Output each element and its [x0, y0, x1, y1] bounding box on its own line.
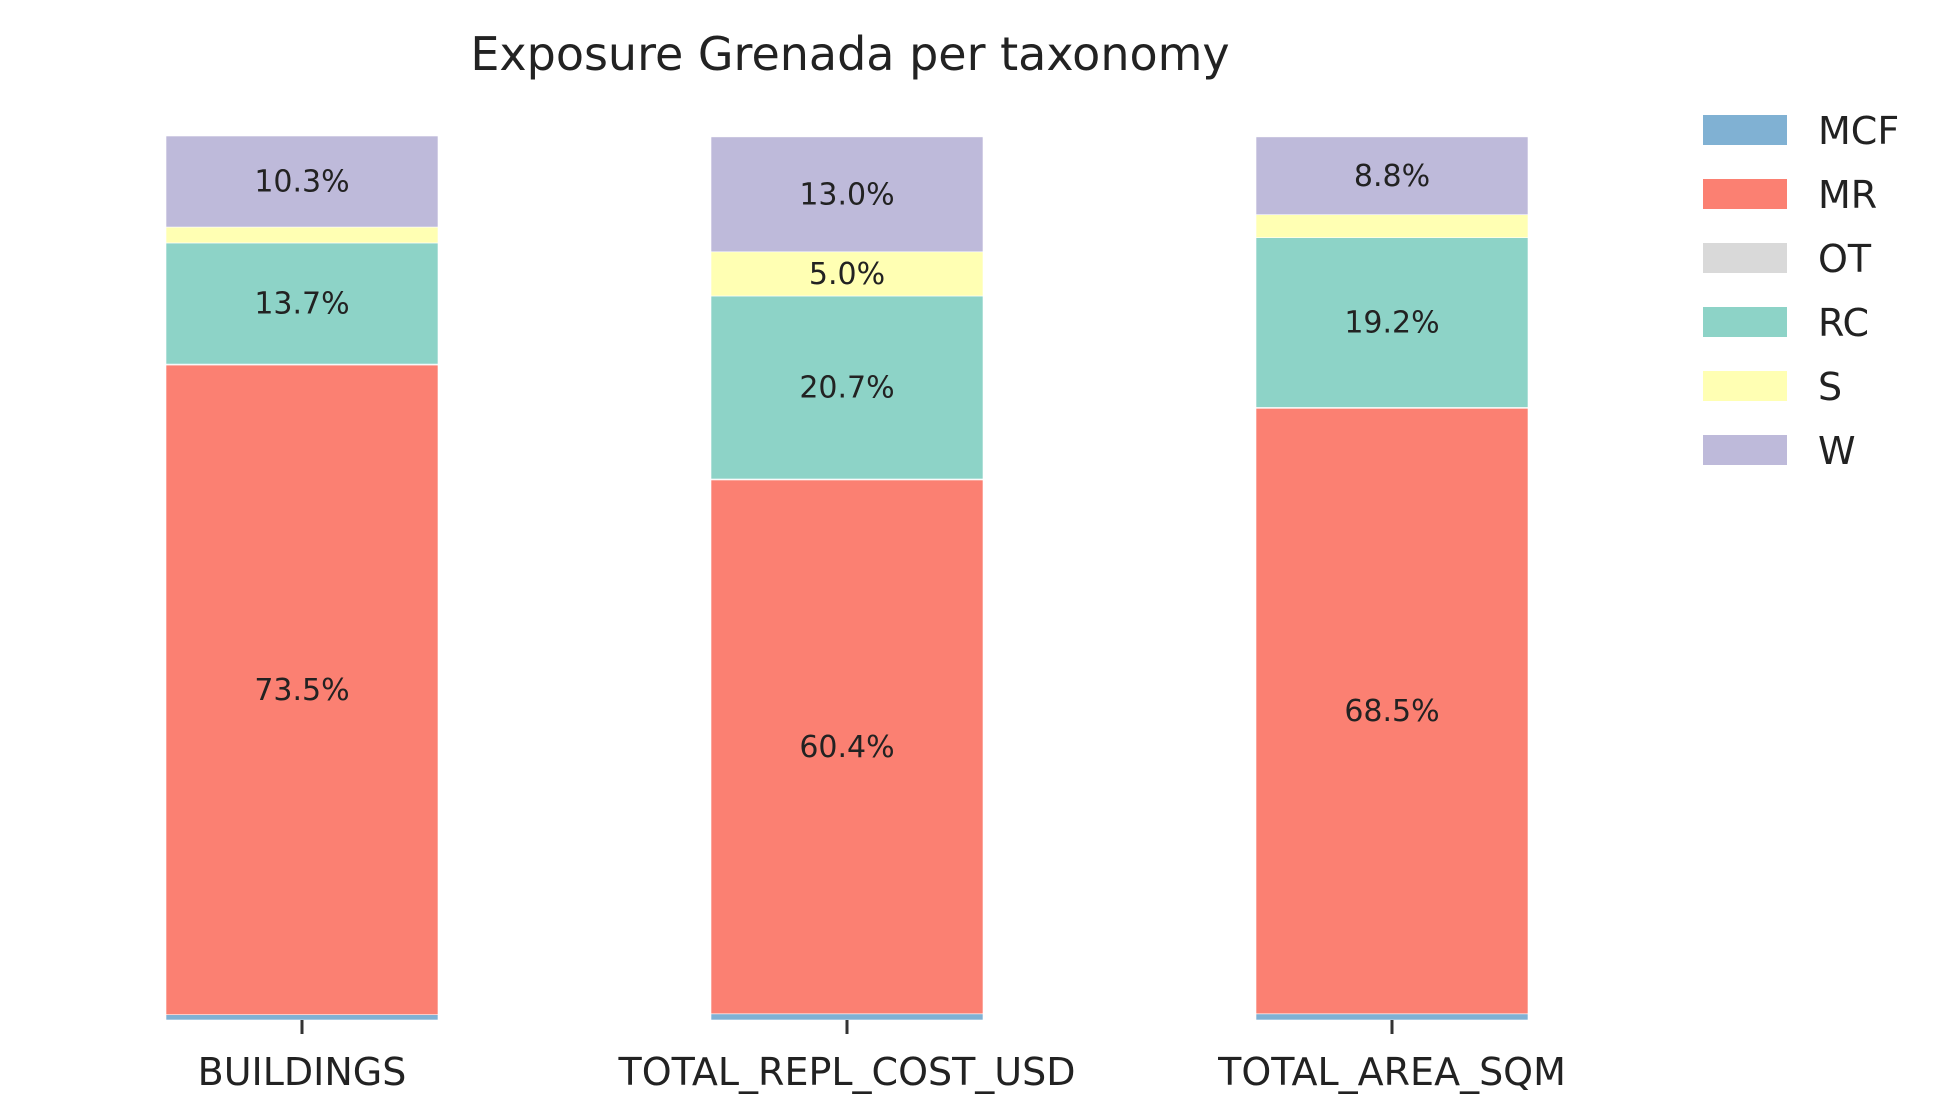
legend: MCF MR OT RC SW	[1703, 109, 1899, 473]
legend-label-w: W	[1818, 429, 1856, 473]
legend-label-ot: OT	[1818, 237, 1872, 281]
bar-segment-w-2	[1255, 136, 1529, 215]
bar-segment-mcf-2	[1255, 1013, 1529, 1021]
legend-label-mr: MR	[1818, 173, 1877, 217]
legend-swatch-mcf	[1703, 115, 1787, 145]
legend-swatch-ot	[1703, 243, 1787, 273]
data-label-w-1: 13.0%	[799, 177, 894, 212]
bar-segment-rc-0	[165, 242, 439, 365]
bar-segment-mr-0	[165, 364, 439, 1015]
bar-segment-mcf-1	[710, 1013, 984, 1021]
bar-segment-rc-2	[1255, 237, 1529, 408]
bar-segment-w-0	[165, 135, 439, 228]
legend-label-s: S	[1818, 365, 1842, 409]
bar-segment-s-2	[1255, 214, 1529, 238]
legend-label-mcf: MCF	[1818, 109, 1899, 153]
chart-title: Exposure Grenada per taxonomy	[470, 27, 1229, 81]
bar-segment-s-0	[165, 226, 439, 244]
legend-swatch-rc	[1703, 307, 1787, 337]
x-tick-label-2: TOTAL_AREA_SQM	[1217, 1050, 1566, 1094]
data-label-rc-0: 13.7%	[254, 287, 349, 322]
data-label-mr-1: 60.4%	[799, 730, 894, 765]
x-tick-label-1: TOTAL_REPL_COST_USD	[617, 1050, 1075, 1094]
bars-group	[165, 135, 1529, 1021]
data-label-mr-2: 68.5%	[1344, 694, 1439, 729]
data-label-rc-2: 19.2%	[1344, 306, 1439, 341]
bar-segment-w-1	[710, 136, 984, 253]
legend-swatch-s	[1703, 371, 1787, 401]
x-axis: BUILDINGS TOTAL_REPL_COST_USD TOTAL_AREA_S…	[198, 1020, 1566, 1094]
bar-segment-s-1	[710, 251, 984, 297]
data-label-w-2: 8.8%	[1354, 159, 1430, 194]
data-labels-group: 73.5% 13.7% 10.3% 60.4% 20.7% 5.0% 13.0% 68.5% 1…	[254, 159, 1439, 765]
bar-segment-rc-1	[710, 295, 984, 480]
x-tick-label-0: BUILDINGS	[198, 1050, 407, 1094]
data-label-s-1: 5.0%	[809, 257, 885, 292]
data-label-mr-0: 73.5%	[254, 673, 349, 708]
data-label-w-0: 10.3%	[254, 165, 349, 200]
bar-segment-mr-1	[710, 479, 984, 1015]
legend-swatch-w	[1703, 435, 1787, 465]
bar-segment-mr-2	[1255, 407, 1529, 1015]
legend-swatch-mr	[1703, 179, 1787, 209]
data-label-rc-1: 20.7%	[799, 370, 894, 405]
bar-segment-mcf-0	[165, 1014, 439, 1021]
legend-label-rc: RC	[1818, 301, 1869, 345]
